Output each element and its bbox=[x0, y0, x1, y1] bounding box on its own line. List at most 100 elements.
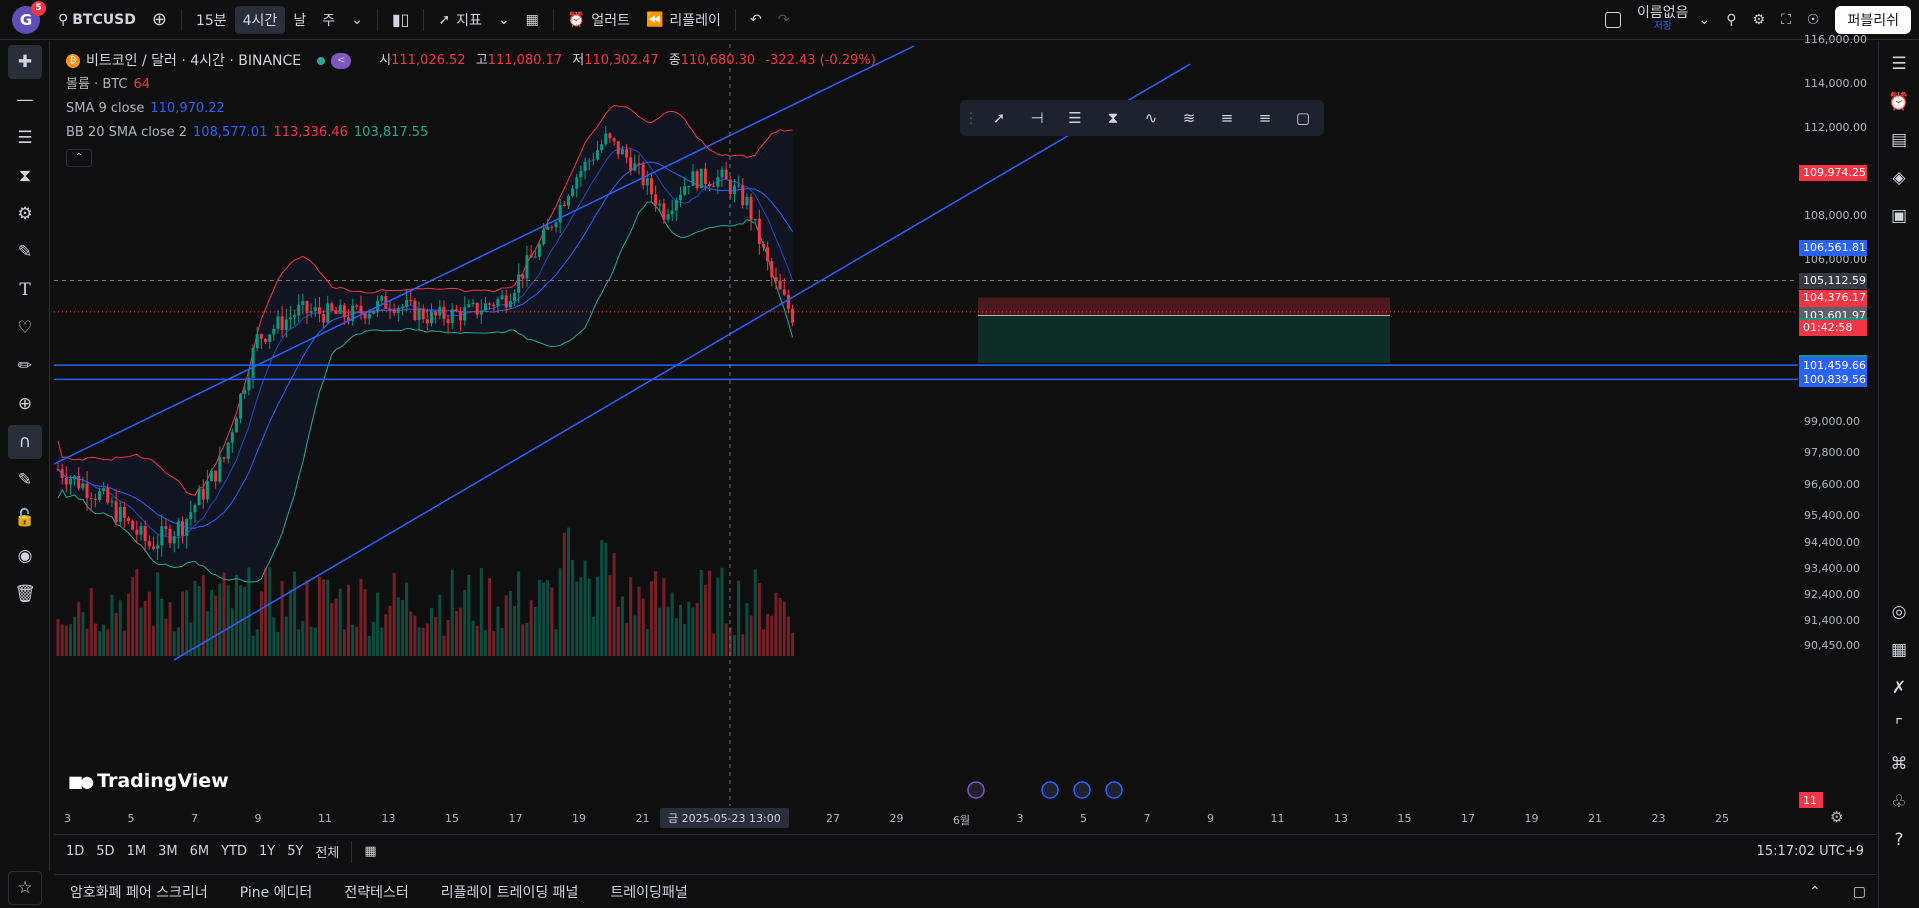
news-icon[interactable]: ▤ bbox=[1890, 130, 1908, 150]
share-icon[interactable]: < bbox=[331, 53, 352, 69]
interval-week[interactable]: 주 bbox=[322, 12, 336, 29]
legend-collapse-button[interactable]: ⌃ bbox=[66, 149, 92, 167]
range-5d[interactable]: 5D bbox=[96, 844, 115, 859]
legend-volume[interactable]: 볼륨 · BTC 64 bbox=[66, 73, 882, 97]
range-all[interactable]: 전체 bbox=[315, 846, 340, 861]
abc-wave-icon[interactable]: ≋ bbox=[1182, 109, 1196, 127]
candle-body bbox=[367, 313, 371, 319]
tab-trading-panel[interactable]: 트레이딩패널 bbox=[610, 884, 688, 901]
interval-4h[interactable]: 4시간 bbox=[234, 5, 286, 34]
tab-strategy-tester[interactable]: 전략테스터 bbox=[344, 884, 409, 901]
settings-lines-icon[interactable]: ≡ bbox=[1258, 109, 1272, 127]
watchlist-icon[interactable]: ☰ bbox=[1891, 54, 1907, 74]
range-5y[interactable]: 5Y bbox=[287, 844, 304, 859]
broadcast-icon[interactable]: ⌘ bbox=[1890, 754, 1908, 774]
compare-symbol-button[interactable]: ⊕ bbox=[144, 6, 175, 34]
axis-settings-gear-icon[interactable]: ⚙ bbox=[1830, 808, 1844, 826]
layers-icon[interactable]: ◈ bbox=[1892, 168, 1906, 188]
replay-button[interactable]: ⏪ 리플레이 bbox=[638, 6, 729, 34]
fib-lines-icon[interactable]: ☰ bbox=[1068, 109, 1082, 127]
templates-button[interactable]: ▦ bbox=[518, 6, 547, 34]
alert-button[interactable]: ⏰ 얼러트 bbox=[560, 6, 638, 34]
text-icon[interactable]: T bbox=[19, 280, 31, 300]
horizontal-ray-icon[interactable]: ⊣ bbox=[1030, 109, 1044, 127]
price-tag[interactable]: 109,974.25 bbox=[1799, 164, 1867, 181]
goto-date-button[interactable]: ▦ bbox=[358, 844, 382, 859]
indicators-dropdown[interactable]: ⌄ bbox=[490, 6, 518, 34]
indicators-button[interactable]: ➚ 지표 bbox=[430, 6, 490, 34]
pattern-icon[interactable]: ⧗ bbox=[19, 166, 31, 186]
trendline-icon[interactable]: — bbox=[16, 90, 34, 110]
zoom-in-icon[interactable]: ⊕ bbox=[17, 394, 33, 414]
price-tag[interactable]: 106,561.81 bbox=[1799, 239, 1867, 256]
interval-dropdown[interactable]: ⌄ bbox=[343, 6, 371, 34]
magnet-icon[interactable]: ∩ bbox=[8, 425, 42, 459]
trash-icon[interactable]: 🗑 bbox=[14, 584, 36, 604]
chat-icon[interactable]: ▣ bbox=[1890, 206, 1908, 226]
symbol-search-button[interactable]: ⚲ BTCUSD bbox=[50, 6, 144, 34]
range-1y[interactable]: 1Y bbox=[258, 844, 276, 859]
timezone-clock[interactable]: 15:17:02 UTC+9 bbox=[1756, 844, 1864, 859]
tab-replay-trading[interactable]: 리플레이 트레이딩 패널 bbox=[440, 884, 579, 901]
legend-title[interactable]: 비트코인 / 달러 · 4시간 · BINANCE bbox=[86, 53, 302, 69]
price-tag[interactable]: 100,839.56 bbox=[1799, 371, 1867, 388]
price-tag[interactable]: 104,376.17 bbox=[1799, 289, 1867, 306]
interval-day[interactable]: 날 bbox=[293, 12, 307, 29]
range-3m[interactable]: 3M bbox=[158, 844, 178, 859]
time-axis-label: 6월 bbox=[953, 814, 971, 827]
quick-search-button[interactable]: ⚲ bbox=[1718, 6, 1744, 34]
rectangle-icon[interactable]: ▢ bbox=[1295, 109, 1311, 127]
volume-bar bbox=[143, 600, 147, 656]
trendline-icon[interactable]: ➚ bbox=[992, 109, 1006, 127]
fullscreen-button[interactable]: ⛶ bbox=[1773, 6, 1799, 34]
chart-analysis-icon[interactable]: ⌜ bbox=[1895, 716, 1903, 736]
volume-bar bbox=[604, 542, 608, 656]
target-icon[interactable]: ◎ bbox=[1891, 602, 1907, 622]
eye-icon[interactable]: ◉ bbox=[17, 546, 33, 566]
alerts-clock-icon[interactable]: ⏰ bbox=[1888, 92, 1910, 112]
settings-button[interactable]: ⚙ bbox=[1745, 6, 1774, 34]
range-1d[interactable]: 1D bbox=[66, 844, 85, 859]
horizontal-lines-icon[interactable]: ☰ bbox=[17, 128, 33, 148]
legend-sma[interactable]: SMA 9 close 110,970.22 bbox=[66, 97, 882, 121]
price-tag[interactable]: 105,112.59 bbox=[1799, 272, 1867, 289]
star-icon[interactable]: ☆ bbox=[8, 871, 42, 905]
brush-icon[interactable]: ✎ bbox=[17, 242, 33, 262]
range-ytd[interactable]: YTD bbox=[221, 844, 247, 859]
price-tag[interactable]: 101,459.66 bbox=[1799, 357, 1867, 374]
ruler-icon[interactable]: ✏ bbox=[17, 356, 33, 376]
chart-pane[interactable]: ₿ 비트코인 / 달러 · 4시간 · BINANCE < 시111,026.5… bbox=[54, 33, 1876, 832]
layout-select-button[interactable]: 이름없음 저장 ⌄ bbox=[1597, 6, 1718, 34]
help-icon[interactable]: ? bbox=[1894, 830, 1904, 850]
elliott-wave-icon[interactable]: ∿ bbox=[1144, 109, 1158, 127]
chart-canvas[interactable] bbox=[54, 44, 1798, 806]
drag-handle-icon[interactable]: ⋮ bbox=[963, 109, 979, 127]
time-axis[interactable]: 3 5 7 9 11 13 15 17 19 21 23 25 27 29 6월 3 5 7 9 11 13 15 17 19… bbox=[54, 806, 1843, 832]
undo-button[interactable]: ↶ bbox=[742, 6, 770, 34]
volume-bar bbox=[301, 621, 305, 656]
collapse-panel-button[interactable]: ⌃ bbox=[1793, 884, 1837, 900]
publish-button[interactable]: 퍼블리쉬 bbox=[1835, 5, 1911, 34]
interval-15m[interactable]: 15분 bbox=[195, 12, 227, 29]
chart-type-button[interactable]: ▮▯ bbox=[384, 6, 418, 34]
forecast-icon[interactable]: ⚙ bbox=[17, 204, 33, 224]
lock-pencil-icon[interactable]: ✎ bbox=[17, 470, 33, 490]
maximize-panel-button[interactable]: ▢ bbox=[1837, 884, 1876, 900]
bell-icon[interactable]: ♧ bbox=[1891, 792, 1907, 812]
calendar-icon[interactable]: ▦ bbox=[1890, 640, 1908, 660]
crosshair-icon[interactable]: ✚ bbox=[8, 45, 42, 79]
redo-button[interactable]: ↷ bbox=[770, 6, 798, 34]
legend-bb[interactable]: BB 20 SMA close 2 108,577.01 113,336.46 … bbox=[66, 121, 882, 145]
user-avatar[interactable]: G 5 bbox=[12, 0, 46, 34]
snapshot-button[interactable]: ☉ bbox=[1799, 6, 1828, 34]
forecast-icon[interactable]: ≡ bbox=[1220, 109, 1234, 127]
tab-crypto-screener[interactable]: 암호화폐 페어 스크리너 bbox=[70, 884, 208, 901]
price-axis[interactable]: 116,000.00114,000.00112,000.00110,000.00… bbox=[1798, 33, 1876, 814]
lock-icon[interactable]: 🔓 bbox=[14, 508, 36, 528]
range-6m[interactable]: 6M bbox=[189, 844, 210, 859]
heart-icon[interactable]: ♡ bbox=[17, 318, 33, 338]
tab-pine-editor[interactable]: Pine 에디터 bbox=[239, 884, 313, 901]
range-1m[interactable]: 1M bbox=[126, 844, 147, 859]
strategy-icon[interactable]: ✗ bbox=[1891, 678, 1907, 698]
pattern-icon[interactable]: ⧗ bbox=[1107, 109, 1119, 127]
